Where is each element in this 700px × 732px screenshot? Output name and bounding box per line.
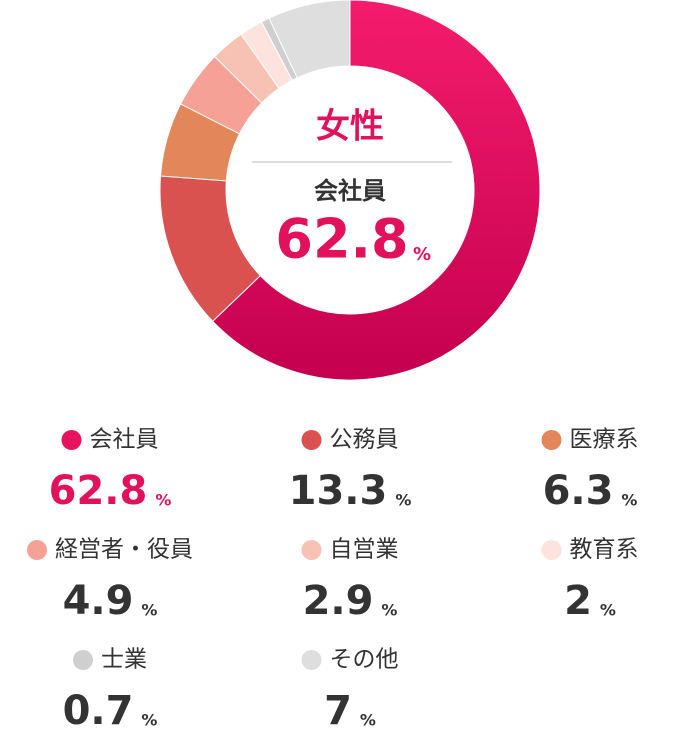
legend-value: 62.8 bbox=[49, 468, 148, 514]
legend-unit: % bbox=[395, 491, 411, 510]
center-value: 62.8 bbox=[275, 208, 408, 271]
legend-label: 会社員 bbox=[90, 427, 159, 453]
legend-swatch bbox=[301, 540, 322, 560]
legend-value: 13.3 bbox=[289, 468, 388, 514]
legend-unit: % bbox=[141, 711, 157, 730]
legend-value: 2 bbox=[564, 578, 592, 624]
legend-label: 教育系 bbox=[570, 537, 639, 563]
legend-swatch bbox=[301, 430, 322, 450]
donut bbox=[159, 0, 541, 381]
legend-unit: % bbox=[155, 491, 171, 510]
legend-label: 公務員 bbox=[330, 427, 399, 453]
legend-label: 士業 bbox=[101, 647, 147, 673]
legend-swatch bbox=[541, 430, 562, 450]
legend: 会社員 62.8 % 公務員 13.3 % 医療系 6.3 % 経営者・役員 4.9 % 自営業 2.9%… bbox=[27, 427, 639, 732]
legend-value: 7 bbox=[324, 688, 352, 732]
legend-label: その他 bbox=[330, 647, 399, 673]
legend-unit: % bbox=[360, 711, 376, 730]
donut-hole bbox=[226, 66, 474, 314]
legend-value: 0.7 bbox=[63, 688, 134, 732]
center-category: 会社員 bbox=[314, 177, 386, 205]
legend-unit: % bbox=[381, 601, 397, 620]
legend-unit: % bbox=[141, 601, 157, 620]
legend-value: 4.9 bbox=[63, 578, 134, 624]
legend-swatch bbox=[301, 650, 322, 670]
legend-swatch bbox=[61, 430, 82, 450]
legend-label: 医療系 bbox=[570, 427, 639, 453]
legend-swatch bbox=[541, 540, 562, 560]
legend-label: 自営業 bbox=[330, 537, 399, 563]
legend-value: 2.9 bbox=[303, 578, 374, 624]
legend-unit: % bbox=[600, 601, 616, 620]
legend-swatch bbox=[27, 540, 47, 560]
center-title: 女性 bbox=[316, 107, 384, 147]
center-unit: % bbox=[413, 244, 431, 265]
legend-unit: % bbox=[621, 491, 637, 510]
legend-value: 6.3 bbox=[543, 468, 614, 514]
legend-label: 経営者・役員 bbox=[55, 537, 193, 563]
legend-swatch bbox=[73, 650, 93, 670]
